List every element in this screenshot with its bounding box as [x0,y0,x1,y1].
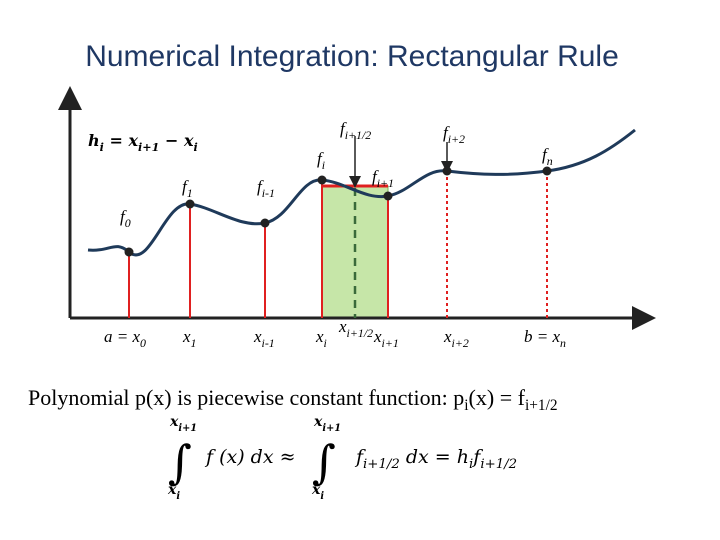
subscript: i+1/2 [345,128,372,142]
text-run: dx = h [400,446,469,468]
text-run: Polynomial [28,385,135,410]
x-label: x1​ [182,327,197,350]
text-run: x [443,327,452,346]
subscript: i+2 [452,336,469,350]
x-label: xi+1​ [373,327,399,350]
text-run: f (x) dx ≈ [204,446,296,468]
upper-limit: xi+1​ [169,414,197,434]
text-run: h [88,131,100,150]
function-label: f1​ [182,177,193,200]
subscript: i+1/2 [347,326,374,340]
integrand: fi+1/2​ dx = hi​fi+1/2​ [354,446,517,472]
text-run: f [182,177,189,196]
subscript: i+1 [322,423,341,434]
subscript: 0 [140,336,146,350]
text-run: (x) = f [469,385,526,410]
function-label: fi+1/2​ [340,119,371,142]
points [124,166,552,257]
text-run: x [169,414,179,430]
text-run: f [354,446,366,468]
subscript: n [560,336,566,350]
function-label: fi+1​ [372,167,394,190]
text-run: f [542,145,549,164]
text-run: x [315,327,324,346]
plot [58,86,656,330]
upper-limit: xi+1​ [313,414,341,434]
text-run: is piecewise constant function: [172,385,454,410]
subscript: i+1 [138,140,159,154]
text-run: f [257,177,264,196]
text-run: = x [104,131,139,150]
text-run: x [167,482,177,498]
subscript: i+1/2 [363,457,400,472]
text-run: x [253,327,262,346]
spacing-formula: hi​ = xi+1​ − xi​ [88,131,198,154]
subscript: 1 [191,336,197,350]
function-label: fn​ [542,145,553,168]
caption: Polynomial p(x) is piecewise constant fu… [28,385,558,414]
function-label: fi+2​ [443,123,465,146]
function-label: fi​ [317,149,325,172]
subscript: i [324,336,327,350]
subscript: i [176,491,180,502]
subscript: i-1 [262,186,275,200]
text-run: f [471,446,483,468]
subscript: i [100,140,104,154]
x-label: xi+2​ [443,327,469,350]
text-run: x [338,317,347,336]
integral-sign: ∫ [312,435,336,489]
text-run: − x [159,131,194,150]
subscript: 0 [125,216,131,230]
integral-sign: ∫ [168,435,192,489]
subscript: i [320,491,324,502]
x-label: a = x0​ [104,327,146,350]
subscript: n [547,154,553,168]
function-label: f0​ [120,207,131,230]
text-run: x [311,482,321,498]
subscript: i+1/2 [480,457,517,472]
subscript: i [194,140,198,154]
text-run: b = x [524,327,560,346]
subscript: i+1 [382,336,399,350]
x-label: xi-1​ [253,327,275,350]
subscript: i [464,397,468,414]
lower-limit: xi​ [167,482,180,502]
text-run: f [443,123,450,142]
subscript: i [469,457,473,472]
subscript: i+1/2 [525,397,558,414]
text-run: x [373,327,382,346]
subscript: i-1 [262,336,275,350]
text-run: p [453,385,464,410]
function-label: fi-1​ [257,177,275,200]
title: Numerical Integration: Rectangular Rule [85,40,619,73]
text-run: p(x) [135,385,172,410]
text-run: f [317,149,324,168]
text-run: f [120,207,127,226]
text-run: f [372,167,379,186]
subscript: i+1 [377,176,394,190]
text-run: x [313,414,323,430]
subscript: i+1 [178,423,197,434]
x-label: xi+1/2​ [338,317,373,340]
x-label: xi​ [315,327,327,350]
subscript: i [322,158,325,172]
text-run: x [182,327,191,346]
text-run: a = x [104,327,140,346]
subscript: i+2 [448,132,465,146]
x-label: b = xn​ [524,327,566,350]
subscript: 1 [187,186,193,200]
text-run: f [340,119,347,138]
integrand: f (x) dx ≈ [204,446,296,468]
lower-limit: xi​ [311,482,324,502]
